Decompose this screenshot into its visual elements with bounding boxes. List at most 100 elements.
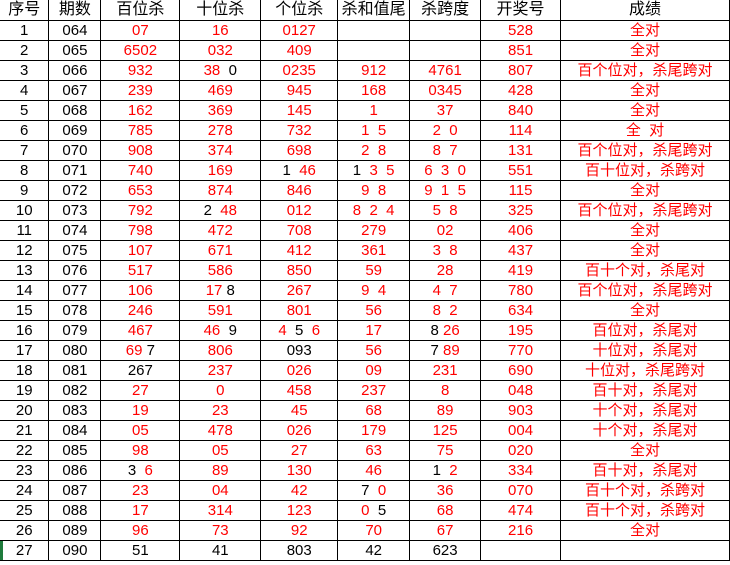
cell-draw-number[interactable]: 115 [480, 180, 561, 201]
cell-draw-number[interactable]: 528 [480, 20, 561, 41]
cell-index[interactable]: 6 [0, 120, 50, 141]
cell-index[interactable]: 13 [0, 260, 50, 281]
cell-index[interactable]: 20 [0, 400, 50, 421]
cell-result[interactable]: 百十个对，杀跨对 [560, 500, 730, 521]
cell-draw-number[interactable]: 780 [480, 280, 561, 301]
cell-index[interactable]: 11 [0, 220, 50, 241]
cell-sum-tail-kill[interactable]: 63 [337, 440, 411, 461]
cell-index[interactable]: 19 [0, 380, 50, 401]
cell-tens-kill[interactable]: 369 [179, 100, 262, 121]
cell-hundreds-kill[interactable]: 17 [100, 500, 181, 521]
cell-hundreds-kill[interactable]: 19 [100, 400, 181, 421]
cell-sum-tail-kill[interactable]: 1 3 5 [337, 160, 411, 181]
cell-units-kill[interactable]: 92 [260, 520, 339, 541]
cell-index[interactable]: 27 [0, 540, 50, 561]
cell-result[interactable]: 全对 [560, 440, 730, 461]
cell-result[interactable]: 全 对 [560, 120, 730, 141]
cell-draw-number[interactable]: 325 [480, 200, 561, 221]
header-units-kill[interactable]: 个位杀 [260, 0, 339, 21]
cell-index[interactable]: 8 [0, 160, 50, 181]
cell-span-kill[interactable] [409, 40, 482, 61]
cell-result[interactable]: 全对 [560, 300, 730, 321]
cell-tens-kill[interactable]: 671 [179, 240, 262, 261]
cell-index[interactable]: 1 [0, 20, 50, 41]
cell-result[interactable]: 百十对，杀尾对 [560, 460, 730, 481]
cell-tens-kill[interactable]: 314 [179, 500, 262, 521]
cell-hundreds-kill[interactable]: 467 [100, 320, 181, 341]
cell-span-kill[interactable]: 89 [409, 400, 482, 421]
cell-draw-number[interactable]: 216 [480, 520, 561, 541]
cell-sum-tail-kill[interactable]: 1 5 [337, 120, 411, 141]
cell-span-kill[interactable]: 125 [409, 420, 482, 441]
cell-period[interactable]: 084 [48, 420, 102, 441]
cell-units-kill[interactable]: 801 [260, 300, 339, 321]
cell-units-kill[interactable]: 1 46 [260, 160, 339, 181]
cell-span-kill[interactable]: 623 [409, 540, 482, 561]
cell-units-kill[interactable]: 012 [260, 200, 339, 221]
cell-sum-tail-kill[interactable]: 17 [337, 320, 411, 341]
cell-result[interactable]: 百个位对，杀尾跨对 [560, 140, 730, 161]
cell-period[interactable]: 072 [48, 180, 102, 201]
header-result[interactable]: 成绩 [560, 0, 730, 21]
cell-units-kill[interactable]: 145 [260, 100, 339, 121]
cell-units-kill[interactable]: 27 [260, 440, 339, 461]
cell-draw-number[interactable]: 020 [480, 440, 561, 461]
cell-span-kill[interactable]: 0345 [409, 80, 482, 101]
cell-span-kill[interactable]: 75 [409, 440, 482, 461]
cell-units-kill[interactable]: 698 [260, 140, 339, 161]
cell-hundreds-kill[interactable]: 162 [100, 100, 181, 121]
cell-tens-kill[interactable]: 17 8 [179, 280, 262, 301]
cell-hundreds-kill[interactable]: 07 [100, 20, 181, 41]
cell-period[interactable]: 071 [48, 160, 102, 181]
cell-units-kill[interactable]: 0127 [260, 20, 339, 41]
cell-index[interactable]: 7 [0, 140, 50, 161]
cell-sum-tail-kill[interactable]: 56 [337, 340, 411, 361]
cell-hundreds-kill[interactable]: 246 [100, 300, 181, 321]
cell-index[interactable]: 16 [0, 320, 50, 341]
cell-sum-tail-kill[interactable]: 9 8 [337, 180, 411, 201]
cell-tens-kill[interactable]: 0 [179, 380, 262, 401]
cell-sum-tail-kill[interactable]: 237 [337, 380, 411, 401]
cell-hundreds-kill[interactable]: 792 [100, 200, 181, 221]
cell-units-kill[interactable]: 846 [260, 180, 339, 201]
cell-period[interactable]: 075 [48, 240, 102, 261]
cell-sum-tail-kill[interactable]: 46 [337, 460, 411, 481]
header-period[interactable]: 期数 [48, 0, 102, 21]
cell-period[interactable]: 069 [48, 120, 102, 141]
cell-result[interactable]: 百个位对，杀尾跨对 [560, 60, 730, 81]
cell-result[interactable]: 全对 [560, 20, 730, 41]
cell-span-kill[interactable]: 4 7 [409, 280, 482, 301]
cell-draw-number[interactable]: 690 [480, 360, 561, 381]
cell-sum-tail-kill[interactable]: 7 0 [337, 480, 411, 501]
header-span-kill[interactable]: 杀跨度 [409, 0, 482, 21]
cell-hundreds-kill[interactable]: 6502 [100, 40, 181, 61]
cell-units-kill[interactable]: 458 [260, 380, 339, 401]
header-draw-number[interactable]: 开奖号 [480, 0, 561, 21]
cell-span-kill[interactable]: 7 89 [409, 340, 482, 361]
cell-hundreds-kill[interactable]: 69 7 [100, 340, 181, 361]
cell-period[interactable]: 078 [48, 300, 102, 321]
cell-tens-kill[interactable]: 169 [179, 160, 262, 181]
cell-hundreds-kill[interactable]: 932 [100, 60, 181, 81]
cell-draw-number[interactable]: 428 [480, 80, 561, 101]
cell-tens-kill[interactable]: 16 [179, 20, 262, 41]
cell-draw-number[interactable]: 474 [480, 500, 561, 521]
cell-units-kill[interactable]: 267 [260, 280, 339, 301]
header-hundreds-kill[interactable]: 百位杀 [100, 0, 181, 21]
cell-units-kill[interactable]: 708 [260, 220, 339, 241]
cell-span-kill[interactable]: 231 [409, 360, 482, 381]
cell-tens-kill[interactable]: 05 [179, 440, 262, 461]
cell-hundreds-kill[interactable]: 98 [100, 440, 181, 461]
cell-tens-kill[interactable]: 23 [179, 400, 262, 421]
cell-sum-tail-kill[interactable]: 912 [337, 60, 411, 81]
cell-tens-kill[interactable]: 46 9 [179, 320, 262, 341]
cell-draw-number[interactable]: 840 [480, 100, 561, 121]
cell-index[interactable]: 5 [0, 100, 50, 121]
cell-sum-tail-kill[interactable] [337, 40, 411, 61]
cell-hundreds-kill[interactable]: 27 [100, 380, 181, 401]
cell-result[interactable]: 十个对，杀尾对 [560, 400, 730, 421]
cell-draw-number[interactable]: 114 [480, 120, 561, 141]
cell-span-kill[interactable]: 67 [409, 520, 482, 541]
cell-sum-tail-kill[interactable]: 1 [337, 100, 411, 121]
cell-units-kill[interactable]: 026 [260, 420, 339, 441]
